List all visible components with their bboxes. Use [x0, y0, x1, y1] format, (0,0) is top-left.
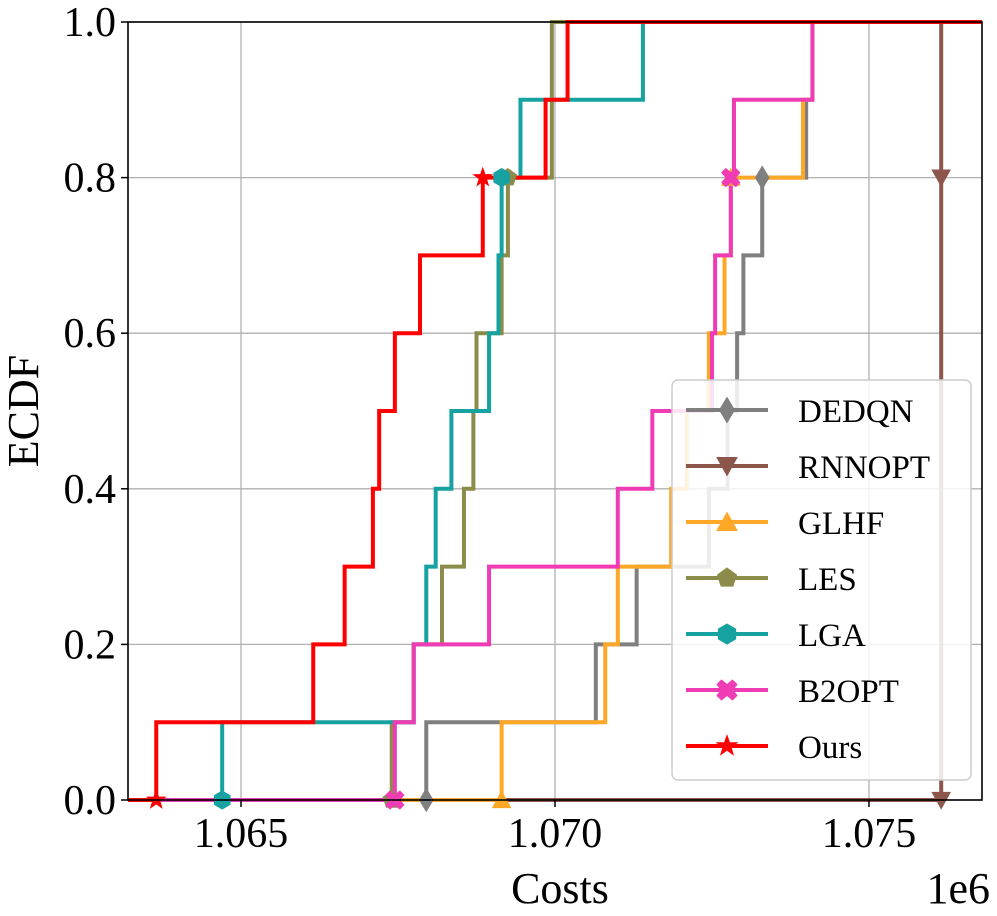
axes: 1.065 1.070 1.075 0.0 0.2 0.4 0.6 0.8 1.0 — [64, 0, 983, 857]
legend-marker-les — [716, 567, 738, 587]
x-axis-offset-label: 1e6 — [926, 864, 990, 913]
legend-label-b2opt: B2OPT — [798, 674, 899, 710]
legend-box — [671, 379, 972, 781]
legend-marker-glhf — [716, 511, 738, 531]
y-axis-title: ECDF — [0, 355, 48, 467]
marker-ours — [472, 166, 494, 187]
x-axis-title: Costs — [511, 864, 609, 913]
legend-marker-b2opt — [716, 679, 738, 701]
legend-label-rnnopt: RNNOPT — [798, 450, 930, 486]
legend-label-ours: Ours — [798, 730, 862, 766]
marker-b2opt — [721, 167, 741, 188]
x-tick-label: 1.065 — [194, 811, 289, 857]
legend-marker-lga — [717, 623, 737, 645]
legend-marker-rnnopt — [716, 457, 738, 477]
legend-marker-dedqn — [718, 396, 736, 424]
marker-rnnopt — [931, 169, 952, 188]
legend-label-les: LES — [798, 562, 857, 598]
marker-dedqn — [754, 165, 770, 190]
y-tick-label: 1.0 — [64, 0, 117, 46]
legend: DEDQN RNNOPT GLHF LES LGA B2OPT Ours — [671, 379, 972, 781]
legend-label-dedqn: DEDQN — [798, 394, 914, 430]
y-tick-label: 0.4 — [64, 467, 117, 513]
y-tick-label: 0.8 — [64, 156, 117, 202]
y-tick-label: 0.6 — [64, 311, 117, 357]
y-tick-label: 0.0 — [64, 778, 117, 824]
series-line-ours — [128, 20, 982, 802]
x-tick-label: 1.070 — [508, 811, 603, 857]
y-tick-label: 0.2 — [64, 622, 117, 668]
legend-label-lga: LGA — [798, 618, 866, 654]
x-tick-label: 1.075 — [822, 811, 917, 857]
marker-ours — [145, 789, 167, 809]
marker-lga — [493, 168, 510, 188]
legend-marker-ours — [715, 733, 739, 756]
legend-label-glhf: GLHF — [798, 506, 884, 542]
